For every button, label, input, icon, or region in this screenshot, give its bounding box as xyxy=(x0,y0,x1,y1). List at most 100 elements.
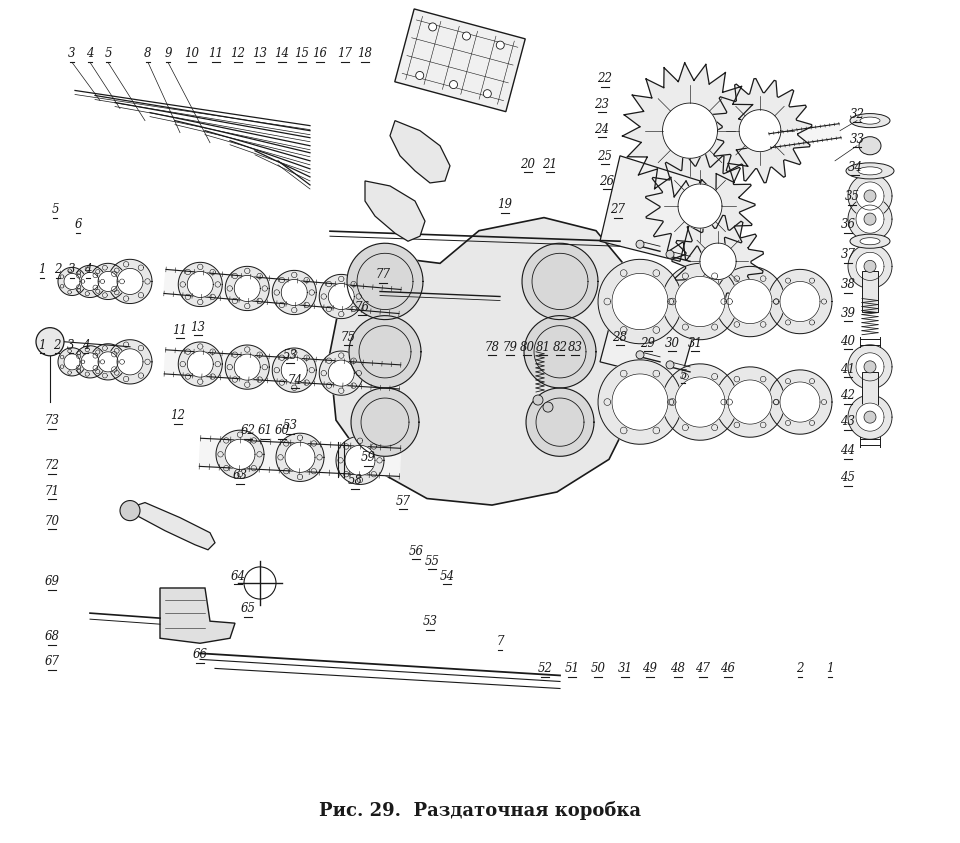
Polygon shape xyxy=(662,103,717,158)
Text: 22: 22 xyxy=(597,72,612,85)
Polygon shape xyxy=(675,377,725,427)
Text: 13: 13 xyxy=(190,320,205,334)
Polygon shape xyxy=(622,62,757,199)
Polygon shape xyxy=(675,277,725,326)
Text: 3: 3 xyxy=(68,263,76,277)
Polygon shape xyxy=(58,348,86,376)
Text: 72: 72 xyxy=(44,459,60,472)
Polygon shape xyxy=(524,315,596,388)
Polygon shape xyxy=(848,395,892,439)
Polygon shape xyxy=(216,430,264,479)
Ellipse shape xyxy=(864,213,876,225)
Polygon shape xyxy=(164,270,401,314)
Polygon shape xyxy=(365,181,425,241)
Text: 53: 53 xyxy=(282,419,298,432)
Text: 12: 12 xyxy=(230,47,246,61)
Text: 74: 74 xyxy=(287,374,302,387)
Polygon shape xyxy=(780,382,820,422)
Text: 24: 24 xyxy=(594,123,610,136)
Text: 13: 13 xyxy=(252,47,268,61)
Polygon shape xyxy=(58,267,86,296)
Text: 70: 70 xyxy=(44,515,60,528)
Text: 75: 75 xyxy=(341,330,355,344)
Text: 28: 28 xyxy=(612,330,628,344)
Text: 1: 1 xyxy=(827,663,833,675)
Text: 49: 49 xyxy=(642,663,658,675)
Polygon shape xyxy=(598,360,682,444)
Polygon shape xyxy=(345,445,375,475)
Polygon shape xyxy=(328,283,354,309)
Polygon shape xyxy=(728,380,772,424)
Circle shape xyxy=(636,240,644,248)
Text: 39: 39 xyxy=(841,307,855,319)
Polygon shape xyxy=(200,438,400,476)
Polygon shape xyxy=(225,439,255,470)
Text: 68: 68 xyxy=(44,631,60,643)
Text: 32: 32 xyxy=(850,108,865,121)
Text: 57: 57 xyxy=(396,495,411,507)
Text: 64: 64 xyxy=(230,570,246,583)
Circle shape xyxy=(483,89,492,98)
Text: 61: 61 xyxy=(257,424,273,438)
Text: 53: 53 xyxy=(282,349,298,362)
Polygon shape xyxy=(90,344,126,380)
Polygon shape xyxy=(117,349,143,375)
Circle shape xyxy=(416,72,423,79)
Circle shape xyxy=(449,81,458,89)
Polygon shape xyxy=(285,443,315,472)
Text: 23: 23 xyxy=(594,98,610,110)
Ellipse shape xyxy=(858,167,882,175)
Text: 59: 59 xyxy=(361,451,375,464)
Polygon shape xyxy=(281,357,307,384)
Polygon shape xyxy=(226,266,269,310)
Text: 1: 1 xyxy=(38,339,46,352)
Polygon shape xyxy=(273,348,316,392)
Text: 5: 5 xyxy=(105,47,111,61)
Text: 73: 73 xyxy=(44,414,60,427)
Polygon shape xyxy=(612,273,668,330)
Ellipse shape xyxy=(859,137,881,155)
Polygon shape xyxy=(187,351,213,377)
Polygon shape xyxy=(848,174,892,218)
Text: 31: 31 xyxy=(617,663,633,675)
Text: 2: 2 xyxy=(55,263,61,277)
Text: 36: 36 xyxy=(841,218,855,231)
Text: 46: 46 xyxy=(721,663,735,675)
Ellipse shape xyxy=(860,238,880,244)
Ellipse shape xyxy=(864,260,876,272)
Text: 20: 20 xyxy=(520,158,536,171)
Polygon shape xyxy=(700,243,736,280)
Text: 47: 47 xyxy=(695,663,710,675)
Text: 26: 26 xyxy=(599,175,614,188)
Polygon shape xyxy=(187,271,213,298)
Text: 43: 43 xyxy=(841,416,855,428)
Text: 34: 34 xyxy=(848,161,862,174)
Text: 50: 50 xyxy=(590,663,606,675)
Text: 52: 52 xyxy=(538,663,553,675)
Circle shape xyxy=(666,361,674,369)
Ellipse shape xyxy=(864,361,876,373)
Ellipse shape xyxy=(850,234,890,248)
Circle shape xyxy=(120,501,140,521)
Polygon shape xyxy=(328,360,354,386)
Text: 2: 2 xyxy=(53,339,60,352)
Ellipse shape xyxy=(864,411,876,423)
Polygon shape xyxy=(108,340,152,384)
Text: 30: 30 xyxy=(664,337,680,350)
Polygon shape xyxy=(612,374,668,430)
Text: 78: 78 xyxy=(485,341,499,354)
Text: 56: 56 xyxy=(409,545,423,558)
Text: 17: 17 xyxy=(338,47,352,61)
Polygon shape xyxy=(848,345,892,389)
Polygon shape xyxy=(715,367,785,438)
Polygon shape xyxy=(81,353,99,371)
Ellipse shape xyxy=(860,117,880,124)
Text: 53: 53 xyxy=(422,615,438,628)
Text: 9: 9 xyxy=(164,47,172,61)
Text: 63: 63 xyxy=(232,470,248,482)
Text: 76: 76 xyxy=(354,301,370,314)
Circle shape xyxy=(429,23,437,31)
Polygon shape xyxy=(856,353,884,381)
Polygon shape xyxy=(64,273,80,289)
Text: 83: 83 xyxy=(567,341,583,354)
